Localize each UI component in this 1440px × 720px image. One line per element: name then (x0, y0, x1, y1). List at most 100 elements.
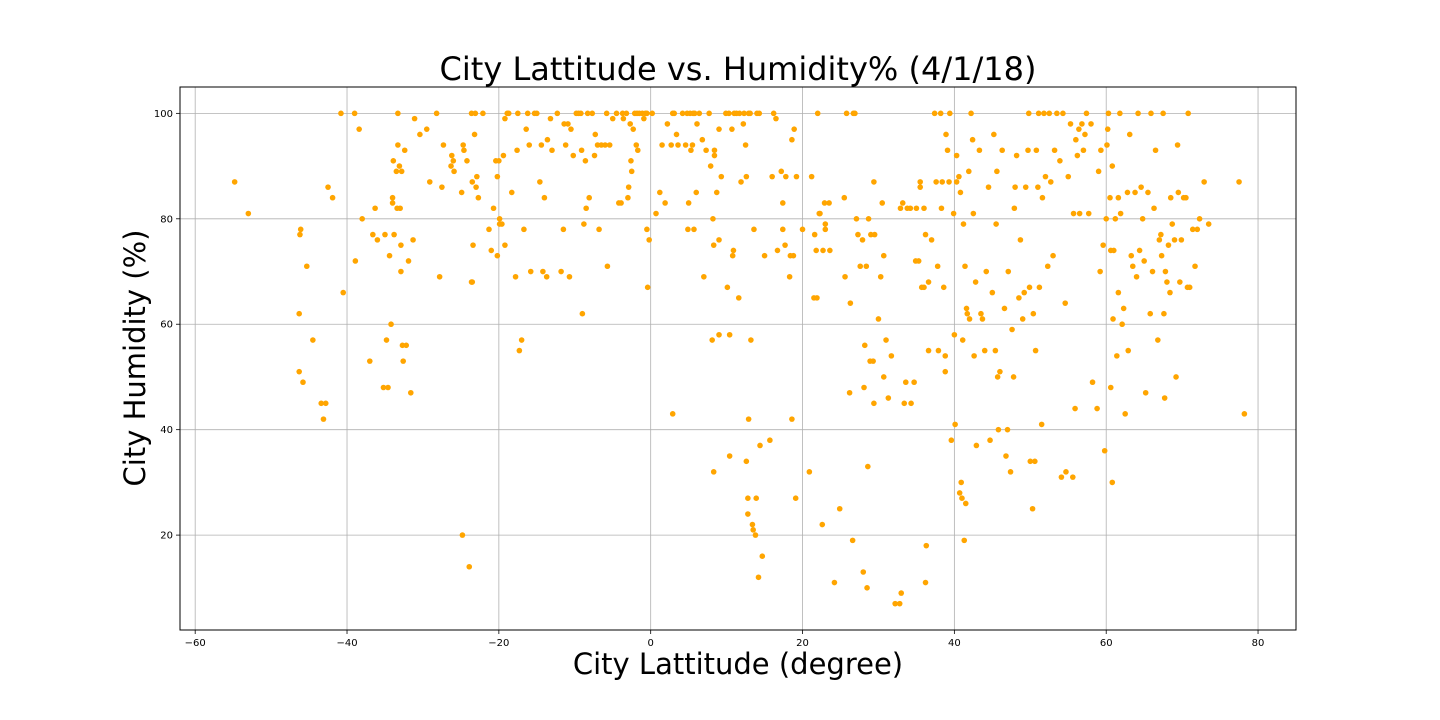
data-point (1128, 252, 1135, 259)
data-point (922, 231, 929, 238)
data-point (518, 337, 525, 343)
data-point (1120, 305, 1127, 312)
data-point (857, 263, 864, 270)
data-point (820, 247, 826, 254)
data-point (1125, 347, 1132, 354)
data-point (783, 173, 789, 180)
data-point (1054, 110, 1060, 117)
data-point (899, 200, 906, 206)
y-tick-label: 20 (160, 531, 173, 542)
data-point (1026, 284, 1033, 291)
data-point (628, 158, 634, 164)
data-point (740, 121, 747, 127)
data-point (752, 532, 759, 538)
y-axis-label: City Humidity (%) (118, 230, 152, 487)
data-point (1016, 295, 1022, 301)
data-point (985, 184, 992, 190)
data-point (558, 268, 564, 275)
data-point (527, 268, 534, 275)
data-point (411, 115, 418, 122)
data-point (923, 542, 930, 549)
data-point (718, 173, 725, 180)
data-point (745, 495, 751, 502)
data-point (1079, 121, 1085, 127)
data-point (606, 142, 613, 148)
data-point (515, 110, 521, 117)
data-point (843, 110, 850, 117)
data-point (827, 247, 833, 254)
data-point (297, 231, 303, 238)
data-point (749, 521, 756, 528)
data-point (329, 194, 336, 201)
data-point (1129, 263, 1136, 270)
data-point (879, 200, 886, 206)
data-point (1089, 379, 1096, 386)
data-point (1101, 447, 1108, 454)
data-point (898, 590, 905, 596)
data-point (742, 142, 749, 148)
x-tick-label: 0 (648, 638, 654, 649)
data-point (641, 115, 647, 122)
data-point (514, 147, 520, 154)
data-point (791, 126, 797, 132)
data-point (1114, 353, 1120, 359)
data-point (782, 242, 788, 248)
data-point (970, 210, 977, 217)
data-point (1104, 142, 1110, 148)
x-tick-label: −20 (488, 638, 509, 649)
data-point (320, 416, 327, 422)
data-point (400, 358, 407, 364)
data-point (1139, 215, 1146, 222)
data-point (921, 284, 927, 291)
data-point (374, 237, 381, 243)
data-point (512, 273, 519, 280)
data-point (979, 316, 986, 322)
data-point (439, 184, 445, 190)
data-point (743, 173, 750, 180)
x-tick-label: 60 (1100, 638, 1113, 649)
data-point (351, 110, 358, 117)
data-point (470, 242, 476, 248)
y-axis-ticks: 20 40 60 80 100 (154, 109, 180, 542)
data-point (859, 237, 866, 243)
data-point (1011, 205, 1018, 212)
data-point (1044, 263, 1051, 270)
data-point (671, 110, 678, 117)
data-point (806, 469, 813, 475)
data-point (1025, 110, 1032, 117)
data-point (756, 110, 763, 117)
data-point (750, 527, 756, 533)
data-point (711, 152, 718, 159)
data-point (500, 152, 507, 159)
data-point (939, 179, 946, 185)
data-point (987, 437, 993, 444)
data-point (300, 379, 306, 386)
data-point (565, 121, 571, 127)
data-point (524, 110, 531, 117)
data-point (570, 152, 577, 159)
data-point (822, 221, 829, 227)
data-point (724, 284, 731, 291)
data-point (811, 231, 818, 238)
data-point (925, 347, 932, 354)
data-point (1032, 458, 1038, 465)
data-point (1083, 110, 1090, 117)
data-point (644, 226, 650, 233)
data-point (902, 379, 909, 386)
data-point (1051, 147, 1058, 154)
data-point (792, 495, 799, 502)
data-point (440, 142, 447, 148)
y-tick-label: 100 (154, 109, 173, 120)
data-point (789, 416, 795, 422)
data-point (962, 263, 968, 270)
data-point (604, 263, 611, 270)
x-tick-label: 40 (948, 638, 961, 649)
x-tick-label: 20 (796, 638, 809, 649)
data-point (922, 579, 929, 586)
data-point (947, 110, 953, 117)
data-point (1164, 279, 1170, 285)
data-point (609, 115, 616, 122)
data-point (745, 416, 752, 422)
data-point (1236, 179, 1242, 185)
data-point (423, 126, 430, 132)
